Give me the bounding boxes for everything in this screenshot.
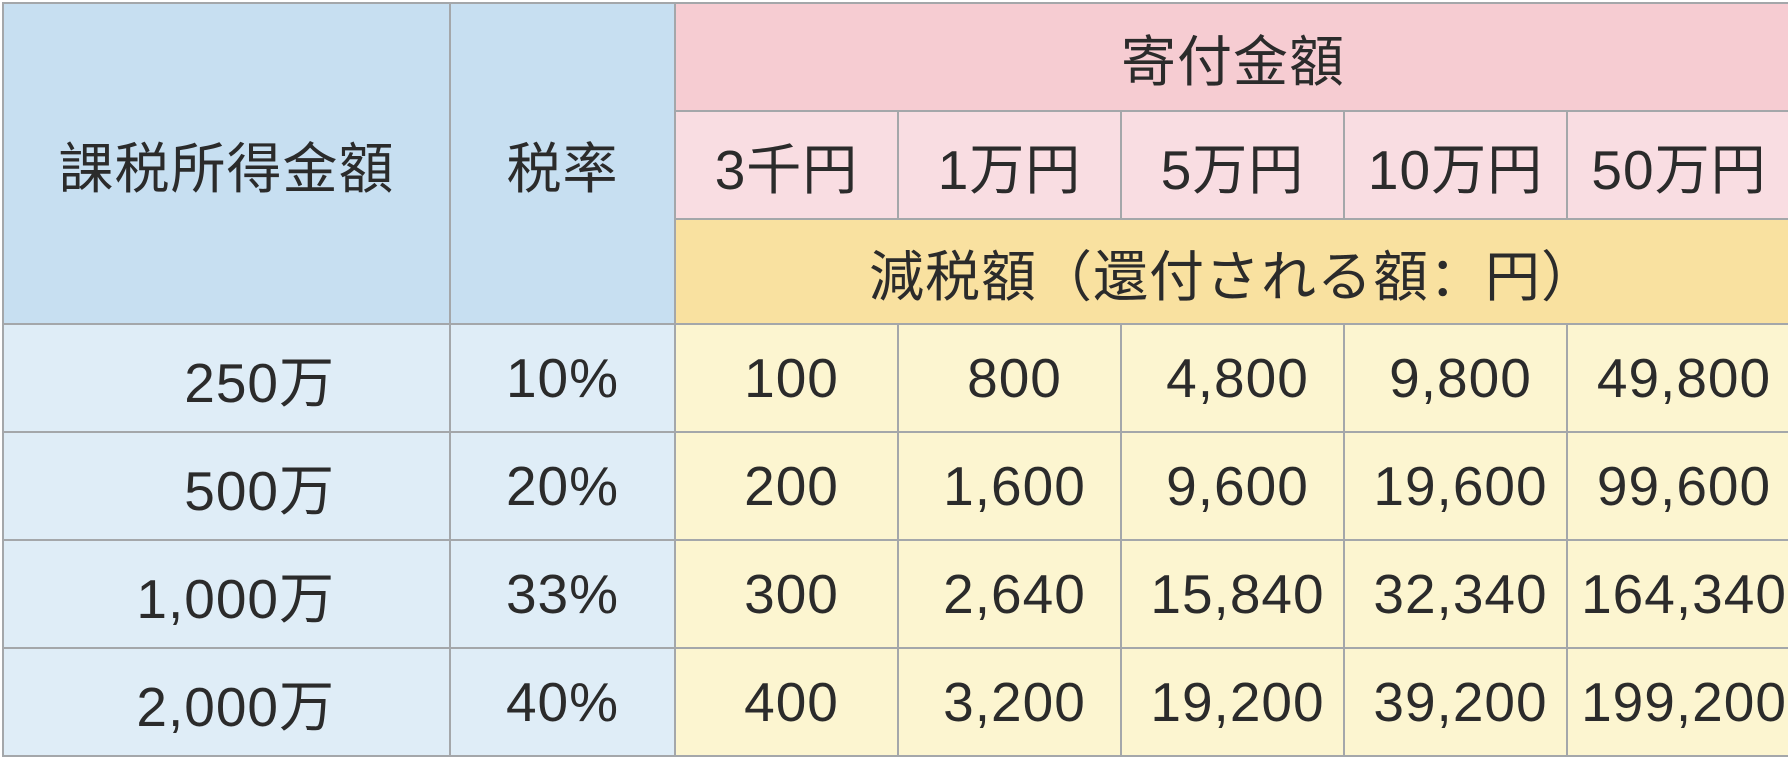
- header-donation-3000yen: 3千円: [674, 110, 899, 220]
- header-donation-100000yen: 10万円: [1343, 110, 1568, 220]
- reduction-cell: 3,200: [897, 647, 1122, 757]
- header-donation-500000yen: 50万円: [1566, 110, 1788, 220]
- reduction-cell: 19,200: [1120, 647, 1345, 757]
- reduction-cell: 2,640: [897, 539, 1122, 649]
- reduction-cell: 100: [674, 323, 899, 433]
- banner-tax-reduction-note: 減税額（還付される額：円）: [674, 218, 1788, 325]
- reduction-cell: 1,600: [897, 431, 1122, 541]
- reduction-cell: 200: [674, 431, 899, 541]
- income-cell: 500万: [2, 431, 451, 541]
- header-donation-10000yen: 1万円: [897, 110, 1122, 220]
- income-cell: 250万: [2, 323, 451, 433]
- table-row: 250万 10% 100 800 4,800 9,800 49,800: [2, 323, 1788, 433]
- reduction-cell: 39,200: [1343, 647, 1568, 757]
- rate-cell: 40%: [449, 647, 676, 757]
- header-donation-amount: 寄付金額: [674, 2, 1788, 112]
- income-cell: 1,000万: [2, 539, 451, 649]
- reduction-cell: 15,840: [1120, 539, 1345, 649]
- table-row: 2,000万 40% 400 3,200 19,200 39,200 199,2…: [2, 647, 1788, 757]
- reduction-cell: 164,340: [1566, 539, 1788, 649]
- reduction-cell: 19,600: [1343, 431, 1568, 541]
- header-taxable-income: 課税所得金額: [2, 2, 451, 325]
- header-donation-50000yen: 5万円: [1120, 110, 1345, 220]
- rate-cell: 10%: [449, 323, 676, 433]
- reduction-cell: 400: [674, 647, 899, 757]
- reduction-cell: 9,600: [1120, 431, 1345, 541]
- income-cell: 2,000万: [2, 647, 451, 757]
- reduction-cell: 9,800: [1343, 323, 1568, 433]
- reduction-cell: 4,800: [1120, 323, 1345, 433]
- reduction-cell: 300: [674, 539, 899, 649]
- reduction-cell: 49,800: [1566, 323, 1788, 433]
- rate-cell: 33%: [449, 539, 676, 649]
- reduction-cell: 32,340: [1343, 539, 1568, 649]
- reduction-cell: 199,200: [1566, 647, 1788, 757]
- header-tax-rate: 税率: [449, 2, 676, 325]
- rate-cell: 20%: [449, 431, 676, 541]
- table-row: 1,000万 33% 300 2,640 15,840 32,340 164,3…: [2, 539, 1788, 649]
- table-row: 500万 20% 200 1,600 9,600 19,600 99,600: [2, 431, 1788, 541]
- reduction-cell: 99,600: [1566, 431, 1788, 541]
- reduction-cell: 800: [897, 323, 1122, 433]
